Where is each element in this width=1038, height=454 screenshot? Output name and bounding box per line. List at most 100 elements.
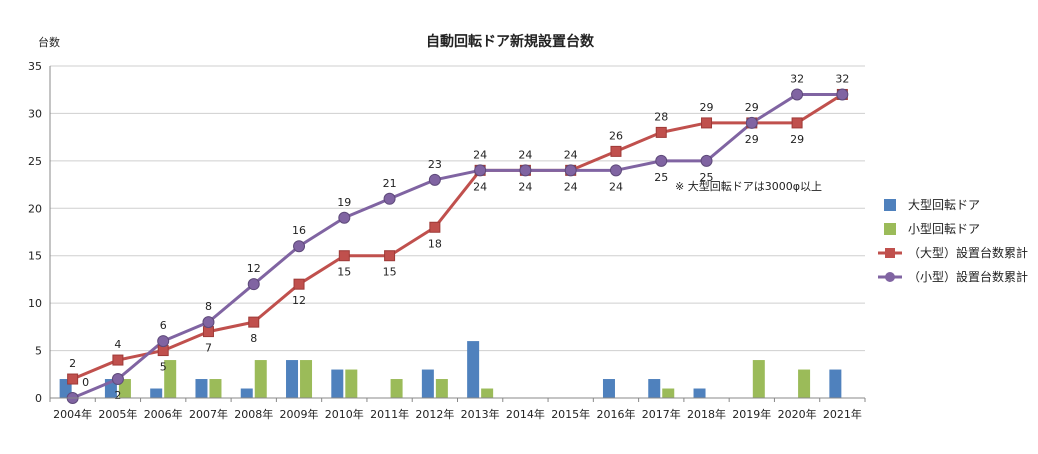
data-label: 12 — [247, 262, 261, 275]
x-tick-label: 2019年 — [732, 407, 771, 421]
square-marker — [429, 221, 441, 233]
x-tick-label: 2016年 — [596, 407, 635, 421]
legend-label: （小型）設置台数累計 — [908, 269, 1028, 284]
bar — [195, 379, 208, 398]
data-label: 23 — [428, 158, 442, 171]
y-tick-label: 0 — [35, 392, 42, 405]
circle-marker — [111, 373, 124, 386]
x-tick-label: 2004年 — [53, 407, 92, 421]
y-axis-label: 台数 — [38, 35, 60, 49]
data-label: 8 — [205, 300, 212, 313]
circle-marker — [428, 173, 441, 186]
x-tick-label: 2010年 — [325, 407, 364, 421]
bar — [798, 369, 811, 398]
legend-label: 小型回転ドア — [908, 222, 980, 236]
x-tick-label: 2013年 — [461, 407, 500, 421]
y-tick-label: 30 — [28, 107, 42, 120]
x-tick-label: 2012年 — [415, 407, 454, 421]
circle-marker — [383, 192, 396, 205]
data-label: 12 — [292, 294, 306, 307]
bar — [345, 369, 358, 398]
data-label: 32 — [790, 72, 804, 85]
data-label: 32 — [835, 72, 849, 85]
bar — [693, 388, 706, 398]
circle-marker — [700, 154, 713, 167]
bar — [390, 379, 403, 398]
data-label: 8 — [250, 332, 257, 345]
square-marker — [655, 126, 667, 138]
x-tick-label: 2005年 — [98, 407, 137, 421]
legend-label: （大型）設置台数累計 — [908, 245, 1028, 260]
data-label: 29 — [700, 101, 714, 114]
square-marker — [610, 145, 622, 157]
bar — [300, 360, 313, 398]
bar — [331, 369, 344, 398]
circle-marker — [338, 211, 351, 224]
circle-marker — [655, 154, 668, 167]
circle-marker — [474, 164, 487, 177]
y-tick-label: 15 — [28, 250, 42, 263]
data-label: 6 — [160, 319, 167, 332]
legend-label: 大型回転ドア — [908, 198, 980, 212]
bar — [150, 388, 163, 398]
legend-marker — [885, 272, 895, 282]
bar — [662, 388, 675, 398]
data-label: 19 — [337, 196, 351, 209]
bar — [254, 360, 267, 398]
data-label: 0 — [82, 376, 89, 389]
bar — [118, 379, 131, 398]
bar — [421, 369, 434, 398]
data-label: 18 — [428, 237, 442, 250]
data-label: 7 — [205, 342, 212, 355]
y-tick-label: 35 — [28, 60, 42, 73]
bar — [648, 379, 661, 398]
square-marker — [338, 250, 350, 262]
legend-swatch — [884, 223, 896, 235]
legend-swatch — [884, 199, 896, 211]
circle-marker — [564, 164, 577, 177]
circle-marker — [791, 88, 804, 101]
grid — [50, 65, 865, 352]
data-label: 2 — [69, 357, 76, 370]
y-tick-label: 25 — [28, 155, 42, 168]
circle-marker — [519, 164, 532, 177]
bar — [481, 388, 494, 398]
bar — [164, 360, 177, 398]
bar — [435, 379, 448, 398]
data-label: 16 — [292, 224, 306, 237]
data-label: 24 — [518, 148, 532, 161]
square-marker — [248, 316, 260, 328]
series-line — [72, 92, 843, 400]
data-label: 5 — [160, 361, 167, 374]
data-label: 24 — [518, 180, 532, 193]
x-tick-label: 2021年 — [823, 407, 862, 421]
circle-marker — [609, 164, 622, 177]
data-label: 26 — [609, 129, 623, 142]
bar — [59, 379, 72, 398]
x-tick-label: 2009年 — [280, 407, 319, 421]
data-label: 24 — [473, 148, 487, 161]
circle-marker — [293, 240, 306, 253]
bar — [286, 360, 299, 398]
bars — [59, 341, 842, 398]
data-label: 24 — [564, 180, 578, 193]
x-tick-label: 2014年 — [506, 407, 545, 421]
circle-marker — [745, 116, 758, 129]
bar — [240, 388, 253, 398]
data-label: 24 — [473, 180, 487, 193]
square-marker — [701, 117, 713, 129]
lines — [72, 92, 844, 400]
circle-marker — [836, 88, 849, 101]
data-label: 15 — [337, 266, 351, 279]
x-tick-label: 2008年 — [234, 407, 273, 421]
square-marker — [293, 278, 305, 290]
legend-marker — [885, 248, 895, 258]
bar — [602, 379, 615, 398]
circle-marker — [157, 335, 170, 348]
data-label: 29 — [745, 101, 759, 114]
x-tick-label: 2018年 — [687, 407, 726, 421]
data-label: 15 — [383, 266, 397, 279]
circle-marker — [247, 278, 260, 291]
